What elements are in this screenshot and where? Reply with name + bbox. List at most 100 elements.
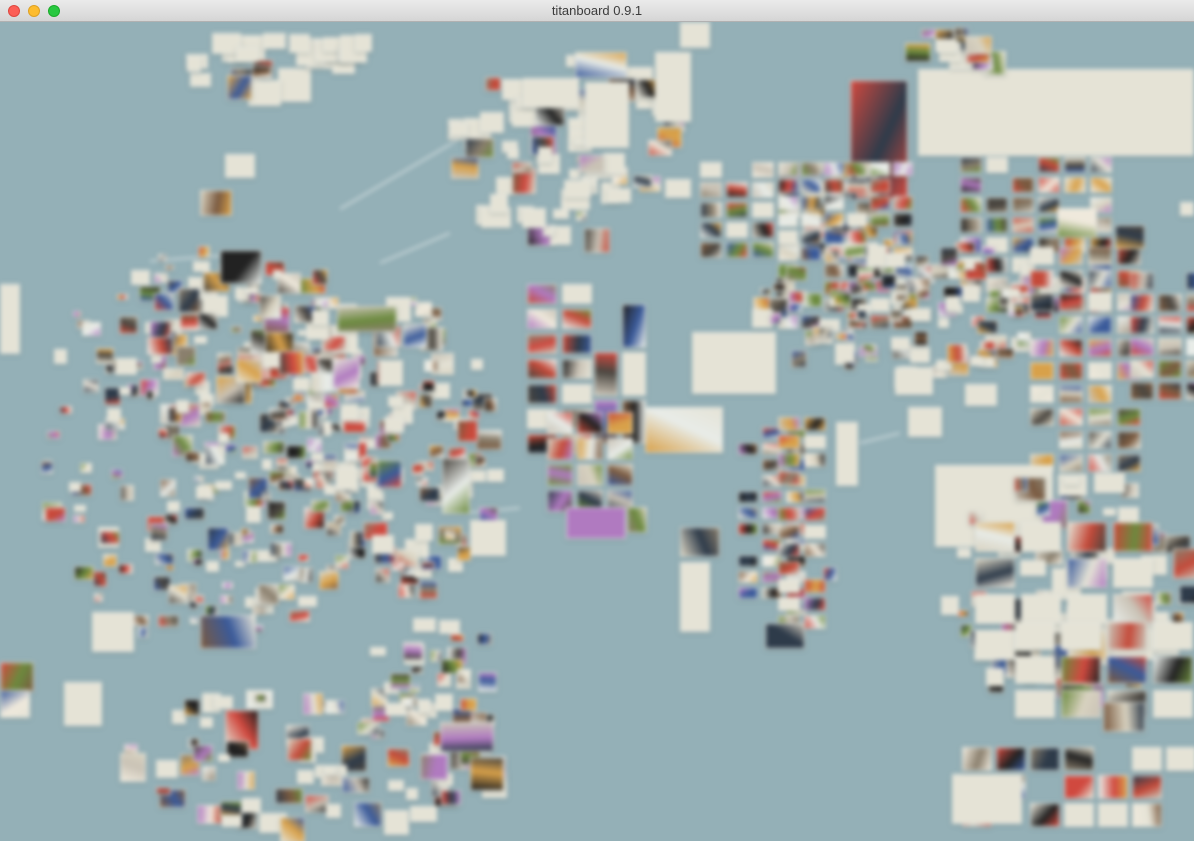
board-image[interactable] bbox=[377, 460, 402, 488]
board-image[interactable] bbox=[633, 175, 652, 188]
board-image[interactable] bbox=[954, 27, 969, 37]
board-image[interactable] bbox=[1059, 431, 1083, 449]
board-image[interactable] bbox=[857, 267, 874, 278]
board-note[interactable] bbox=[190, 73, 211, 87]
board-image[interactable] bbox=[241, 528, 250, 536]
board-image[interactable] bbox=[270, 524, 284, 534]
board-image[interactable] bbox=[231, 326, 242, 333]
board-note[interactable] bbox=[379, 360, 403, 386]
board-image[interactable] bbox=[216, 376, 245, 404]
board-image[interactable] bbox=[870, 162, 890, 176]
board-image[interactable] bbox=[773, 283, 786, 291]
board-image[interactable] bbox=[448, 447, 466, 458]
board-image[interactable] bbox=[1064, 775, 1094, 799]
board-image[interactable] bbox=[158, 615, 179, 627]
board-note[interactable] bbox=[523, 78, 579, 108]
board-note[interactable] bbox=[487, 469, 504, 482]
board-note[interactable] bbox=[341, 404, 358, 421]
board-image[interactable] bbox=[700, 222, 722, 238]
board-note[interactable] bbox=[326, 804, 341, 818]
board-image[interactable] bbox=[577, 464, 603, 486]
board-image[interactable] bbox=[982, 246, 995, 255]
board-note[interactable] bbox=[680, 22, 710, 48]
board-image[interactable] bbox=[726, 242, 748, 258]
board-image[interactable] bbox=[176, 346, 196, 366]
board-note[interactable] bbox=[490, 194, 508, 213]
board-image[interactable] bbox=[340, 500, 354, 512]
board-image[interactable] bbox=[280, 817, 305, 841]
board-note[interactable] bbox=[836, 422, 858, 486]
board-note[interactable] bbox=[778, 230, 798, 244]
board-note[interactable] bbox=[692, 332, 776, 394]
board-image[interactable] bbox=[314, 297, 328, 307]
board-image[interactable] bbox=[762, 587, 782, 599]
board-note[interactable] bbox=[439, 620, 460, 634]
board-image[interactable] bbox=[512, 162, 532, 173]
board-note[interactable] bbox=[176, 400, 189, 413]
board-note[interactable] bbox=[388, 780, 404, 791]
board-note[interactable] bbox=[870, 298, 890, 312]
board-image[interactable] bbox=[307, 438, 322, 452]
board-image[interactable] bbox=[390, 673, 411, 689]
board-note[interactable] bbox=[289, 34, 310, 53]
board-image[interactable] bbox=[311, 500, 330, 512]
board-note[interactable] bbox=[1153, 690, 1193, 718]
board-image[interactable] bbox=[190, 617, 198, 624]
board-image[interactable] bbox=[752, 222, 774, 238]
board-image[interactable] bbox=[150, 523, 168, 541]
board-note[interactable] bbox=[680, 562, 710, 632]
board-note[interactable] bbox=[1030, 247, 1054, 265]
board-note[interactable] bbox=[726, 222, 748, 238]
board-image[interactable] bbox=[1117, 408, 1141, 426]
board-note[interactable] bbox=[263, 33, 286, 49]
board-image[interactable] bbox=[484, 398, 497, 412]
board-image[interactable] bbox=[154, 293, 174, 311]
board-image[interactable] bbox=[47, 431, 60, 439]
board-image[interactable] bbox=[194, 476, 204, 482]
board-image[interactable] bbox=[94, 593, 103, 602]
board-note[interactable] bbox=[355, 34, 372, 52]
board-image[interactable] bbox=[847, 230, 867, 244]
board-note[interactable] bbox=[607, 188, 631, 203]
board-image[interactable] bbox=[975, 522, 1015, 552]
board-note[interactable] bbox=[384, 810, 409, 835]
board-note[interactable] bbox=[435, 694, 453, 711]
board-image[interactable] bbox=[387, 434, 400, 442]
board-image[interactable] bbox=[478, 672, 497, 692]
board-image[interactable] bbox=[1158, 382, 1182, 400]
board-image[interactable] bbox=[1059, 293, 1083, 311]
board-note[interactable] bbox=[1067, 594, 1107, 624]
board-image[interactable] bbox=[403, 642, 423, 660]
board-note[interactable] bbox=[1103, 508, 1116, 516]
board-note[interactable] bbox=[986, 157, 1008, 173]
board-image[interactable] bbox=[401, 697, 418, 707]
board-image[interactable] bbox=[111, 469, 123, 479]
board-image[interactable] bbox=[460, 698, 477, 711]
board-image[interactable] bbox=[1088, 270, 1112, 288]
board-image[interactable] bbox=[463, 389, 477, 398]
board-note[interactable] bbox=[415, 524, 433, 541]
board-image[interactable] bbox=[804, 579, 826, 593]
board-image[interactable] bbox=[398, 584, 415, 598]
board-image[interactable] bbox=[824, 264, 844, 278]
board-image[interactable] bbox=[1030, 362, 1054, 380]
board-image[interactable] bbox=[293, 393, 304, 402]
board-image[interactable] bbox=[947, 344, 967, 363]
board-note[interactable] bbox=[69, 482, 81, 492]
board-image[interactable] bbox=[762, 571, 782, 583]
board-note[interactable] bbox=[574, 139, 585, 146]
board-image[interactable] bbox=[445, 530, 455, 540]
board-image[interactable] bbox=[835, 333, 847, 340]
board-note[interactable] bbox=[131, 270, 150, 285]
board-image[interactable] bbox=[342, 777, 370, 793]
board-image[interactable] bbox=[870, 213, 890, 227]
board-image[interactable] bbox=[420, 754, 448, 780]
board-note[interactable] bbox=[1088, 293, 1112, 311]
board-image[interactable] bbox=[834, 293, 851, 305]
board-image[interactable] bbox=[527, 334, 557, 354]
board-image[interactable] bbox=[83, 379, 99, 393]
board-image[interactable] bbox=[200, 615, 256, 649]
board-image[interactable] bbox=[164, 514, 178, 525]
board-note[interactable] bbox=[471, 359, 483, 370]
board-image[interactable] bbox=[442, 458, 470, 514]
